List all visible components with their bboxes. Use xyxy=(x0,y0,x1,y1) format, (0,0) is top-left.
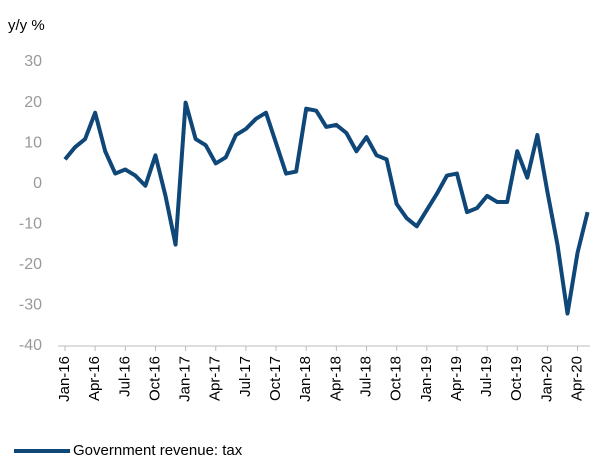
x-tick-label: Jan-16 xyxy=(56,356,73,402)
legend-label: Government revenue: tax xyxy=(73,442,243,459)
y-tick-label: -10 xyxy=(19,216,42,233)
x-tick-label: Jul-17 xyxy=(237,356,254,397)
x-tick-label: Jan-18 xyxy=(297,356,314,402)
y-tick-label: -20 xyxy=(19,256,42,273)
y-tick-label: -30 xyxy=(19,297,42,314)
x-tick-label: Jul-16 xyxy=(116,356,133,397)
x-tick-label: Oct-17 xyxy=(267,356,284,401)
x-tick-label: Oct-18 xyxy=(388,356,405,401)
y-tick-label: 30 xyxy=(24,53,42,70)
y-tick-label: 20 xyxy=(24,94,42,111)
x-tick-label: Jan-20 xyxy=(538,356,555,402)
x-tick-label: Apr-17 xyxy=(207,356,224,401)
x-tick-label: Apr-18 xyxy=(327,356,344,401)
x-tick-label: Apr-16 xyxy=(86,356,103,401)
x-tick-label: Jul-19 xyxy=(478,356,495,397)
x-tick-label: Jan-17 xyxy=(177,356,194,402)
y-tick-label: -40 xyxy=(19,337,42,354)
x-tick-label: Oct-16 xyxy=(146,356,163,401)
line xyxy=(63,100,590,316)
x-tick-label: Jan-19 xyxy=(418,356,435,402)
x-tick-label: Jul-18 xyxy=(357,356,374,397)
x-tick-label: Apr-20 xyxy=(569,356,586,401)
y-tick-label: 0 xyxy=(33,175,42,192)
x-tick-label: Oct-19 xyxy=(508,356,525,401)
y-axis-label: y/y % xyxy=(8,17,45,34)
y-tick-label: 10 xyxy=(24,134,42,151)
x-tick-label: Apr-19 xyxy=(448,356,465,401)
